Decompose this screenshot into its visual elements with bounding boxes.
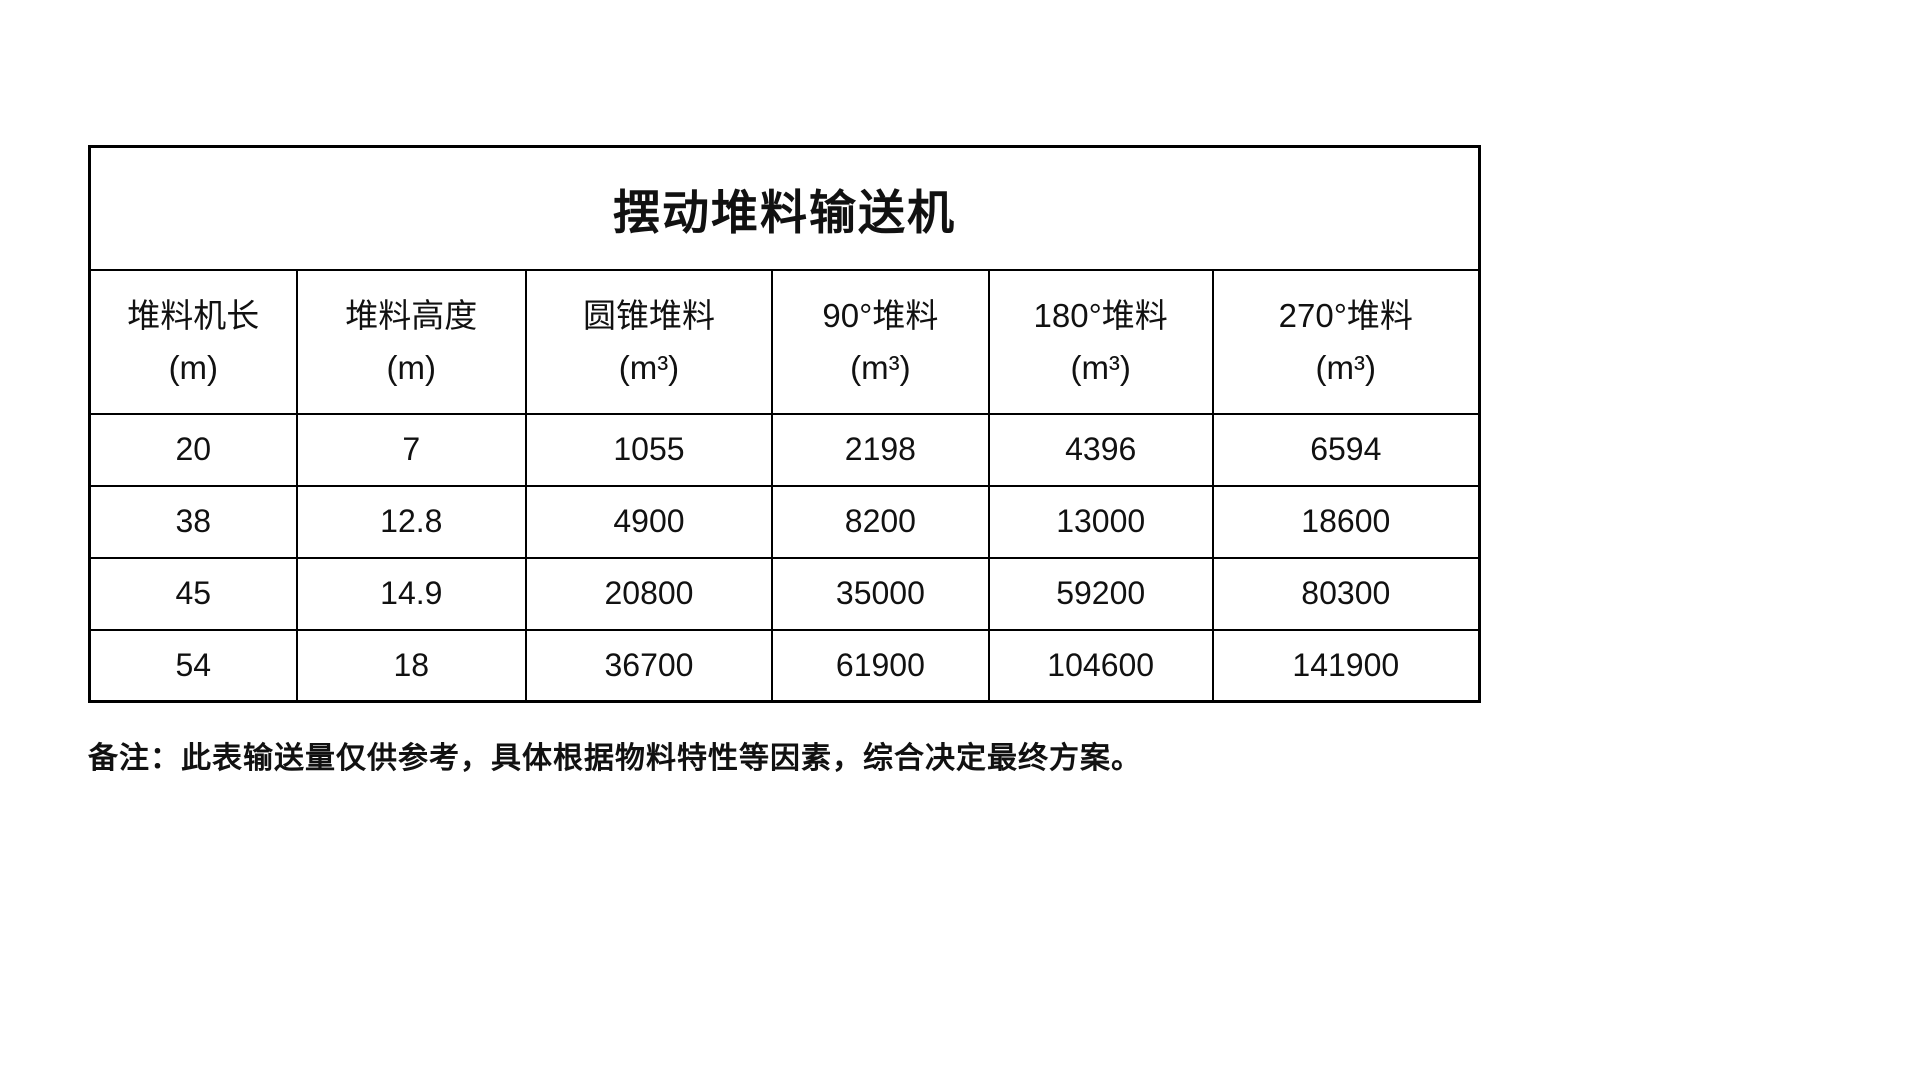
table-cell: 7 <box>295 412 527 487</box>
table-row: 20 7 1055 2198 4396 6594 <box>88 412 1481 487</box>
table-body: 20 7 1055 2198 4396 6594 38 12.8 4900 8200 13000 18… <box>88 412 1481 703</box>
table-cell: 18600 <box>1211 484 1481 559</box>
column-name: 圆锥堆料 <box>582 297 715 335</box>
column-header-3: 圆锥堆料 (m³) <box>524 268 773 415</box>
column-name: 堆料机长 <box>127 297 260 335</box>
column-unit: (m³) <box>1070 348 1131 386</box>
table-cell: 2198 <box>770 412 990 487</box>
table-cell: 61900 <box>770 628 990 703</box>
column-name: 堆料高度 <box>345 297 478 335</box>
stacker-conveyor-table: 摆动堆料输送机 堆料机长 (m) 堆料高度 (m) 圆锥堆料 (m³) 90°堆料 (m³) 1… <box>88 145 1481 703</box>
table-title: 摆动堆料输送机 <box>88 145 1481 271</box>
column-unit: (m) <box>168 348 219 386</box>
table-row: 54 18 36700 61900 104600 141900 <box>88 628 1481 703</box>
table-cell: 4900 <box>524 484 773 559</box>
table-cell: 104600 <box>987 628 1214 703</box>
table-cell: 14.9 <box>295 556 527 631</box>
footnote: 备注：此表输送量仅供参考，具体根据物料特性等因素，综合决定最终方案。 <box>88 742 1142 775</box>
column-name: 270°堆料 <box>1278 297 1413 335</box>
column-header-6: 270°堆料 (m³) <box>1211 268 1481 415</box>
table-cell: 54 <box>88 628 298 703</box>
table-cell: 35000 <box>770 556 990 631</box>
table-cell: 1055 <box>524 412 773 487</box>
table-cell: 141900 <box>1211 628 1481 703</box>
column-header-4: 90°堆料 (m³) <box>770 268 990 415</box>
header-row: 堆料机长 (m) 堆料高度 (m) 圆锥堆料 (m³) 90°堆料 (m³) 180°堆料 (m³… <box>88 268 1481 415</box>
spec-sheet: 摆动堆料输送机 堆料机长 (m) 堆料高度 (m) 圆锥堆料 (m³) 90°堆料 (m³) 1… <box>88 145 1481 703</box>
column-unit: (m) <box>386 348 437 386</box>
column-header-1: 堆料机长 (m) <box>88 268 298 415</box>
column-unit: (m³) <box>618 348 680 386</box>
table-cell: 20 <box>88 412 298 487</box>
table-cell: 12.8 <box>295 484 527 559</box>
table-row: 45 14.9 20800 35000 59200 80300 <box>88 556 1481 631</box>
table-cell: 6594 <box>1211 412 1481 487</box>
title-row: 摆动堆料输送机 <box>88 145 1481 271</box>
table-cell: 13000 <box>987 484 1214 559</box>
column-name: 180°堆料 <box>1033 297 1168 335</box>
table-row: 38 12.8 4900 8200 13000 18600 <box>88 484 1481 559</box>
table-cell: 59200 <box>987 556 1214 631</box>
column-header-5: 180°堆料 (m³) <box>987 268 1214 415</box>
table-cell: 38 <box>88 484 298 559</box>
column-name: 90°堆料 <box>822 297 939 335</box>
table-cell: 20800 <box>524 556 773 631</box>
table-cell: 45 <box>88 556 298 631</box>
column-header-2: 堆料高度 (m) <box>295 268 527 415</box>
table-cell: 4396 <box>987 412 1214 487</box>
table-cell: 36700 <box>524 628 773 703</box>
table-cell: 80300 <box>1211 556 1481 631</box>
table-cell: 8200 <box>770 484 990 559</box>
table-cell: 18 <box>295 628 527 703</box>
column-unit: (m³) <box>850 348 911 386</box>
column-unit: (m³) <box>1315 348 1377 386</box>
